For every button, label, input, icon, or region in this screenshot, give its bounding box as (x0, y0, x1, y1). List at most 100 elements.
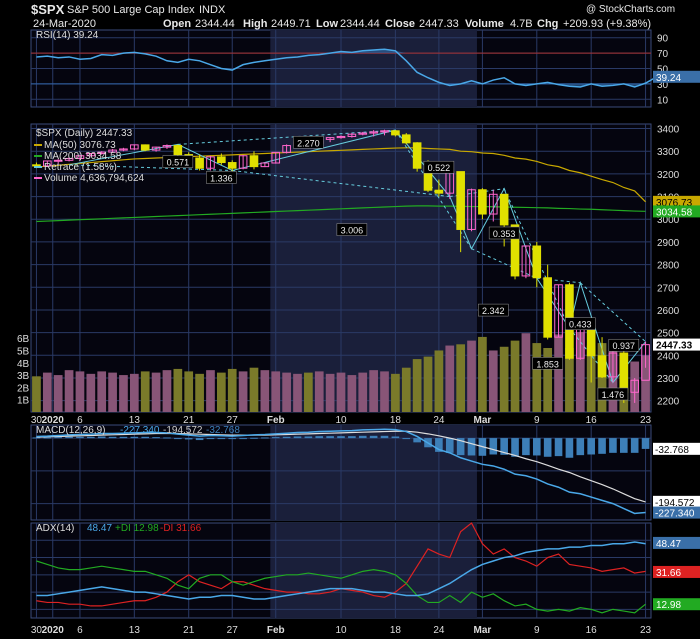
volume-bar (358, 372, 368, 412)
volume-bar (249, 367, 259, 412)
volume-bar (293, 373, 302, 412)
high-value: 2449.71 (271, 18, 311, 30)
copyright: @ StockCharts.com (586, 4, 676, 15)
macd-hist-bar (587, 438, 595, 455)
candle-body (380, 130, 389, 133)
x-label: 16 (586, 415, 598, 426)
retrace-label: 0.571 (167, 158, 190, 168)
ma200-legend: MA(200) 3034.58 (44, 151, 122, 162)
price-tick: 2400 (657, 351, 680, 362)
candle-body (434, 189, 444, 194)
macd-signal-tag-bg (653, 495, 700, 508)
macd-hist-bar (271, 437, 280, 439)
volume-bar (304, 372, 313, 412)
candle-body (151, 146, 161, 151)
price-tick: 3000 (657, 215, 680, 226)
price-tick: 2200 (657, 397, 680, 408)
ma50-tag: 3076.73 (656, 198, 693, 209)
ma50-tag-bg (653, 195, 700, 208)
candle-body (238, 155, 248, 169)
retrace-label-bg (488, 226, 520, 240)
macd-hist-bar (304, 436, 313, 439)
macd-hist-bar (282, 436, 291, 439)
candle-body (173, 145, 183, 156)
volume-bar (488, 350, 498, 412)
macd-hist-bar (54, 437, 62, 439)
candle-body (641, 344, 650, 381)
chg-value: +209.93 (+9.38%) (563, 18, 652, 30)
macd-hist-bar (543, 438, 552, 457)
macd-hist-bar (152, 437, 160, 439)
macd-hist-bar (380, 435, 389, 439)
volume-bar (64, 370, 74, 412)
x-label: 23 (640, 415, 652, 426)
x-label-bottom: 18 (390, 625, 402, 636)
rsi-tick: 30 (657, 80, 669, 91)
x-label-bottom: 21 (183, 625, 195, 636)
volume-bar (467, 340, 476, 412)
candle-body (64, 157, 74, 161)
macd-hist-bar (195, 438, 204, 441)
volume-bar (53, 375, 63, 412)
x-label: 10 (335, 415, 347, 426)
macd-hist-bar (522, 438, 530, 456)
candle-body (412, 142, 422, 169)
close-tag: 2447.33 (656, 341, 693, 352)
volume-bar (478, 336, 487, 412)
chg-label: Chg (537, 18, 559, 30)
retrace-label: 0.522 (428, 163, 451, 173)
x-label-bottom: Mar (474, 625, 492, 636)
volume-bar (510, 340, 520, 412)
x-label-bottom: 2020 (42, 625, 65, 636)
volume-bar (641, 355, 650, 412)
candle-body (554, 284, 563, 338)
volume-bar (532, 343, 542, 412)
macd-hist-bar (500, 438, 508, 455)
macd-hist-bar (609, 438, 617, 453)
candle-body (119, 148, 128, 151)
macd-hist-bar (554, 438, 563, 457)
candle-body (282, 145, 291, 153)
candle-body (130, 144, 139, 150)
macd-hist-bar (620, 438, 628, 453)
x-label: 18 (390, 415, 402, 426)
macd-hist-bar (184, 438, 193, 440)
retrace-label: 1.476 (602, 390, 625, 400)
volume-bar (325, 373, 335, 412)
volume-bar (314, 371, 324, 412)
volume-bar (391, 373, 400, 412)
macd-hist-bar (163, 437, 171, 439)
volume-bar (401, 367, 411, 412)
macd-hist-bar (402, 438, 411, 440)
low-label: Low (316, 18, 338, 30)
price-tick: 2800 (657, 261, 680, 272)
x-label: Mar (474, 415, 492, 426)
price-tick: 2500 (657, 329, 680, 340)
x-label-bottom: 23 (640, 625, 652, 636)
close-value: 2447.33 (419, 18, 459, 30)
volume-bar (97, 371, 107, 412)
candle-body (140, 144, 150, 151)
candle-body (53, 159, 63, 162)
macd-hist-bar (315, 436, 324, 439)
macd-hist-bar (250, 437, 258, 439)
macd-hist-bar (337, 436, 345, 439)
macd-hist-bar (532, 438, 541, 456)
volume-bar (369, 370, 378, 412)
adx-pdi-tag-bg (653, 598, 700, 611)
x-label-bottom: 13 (129, 625, 141, 636)
retrace-dashed-line (579, 282, 646, 343)
volume-bar (271, 371, 281, 412)
volume-bar (445, 345, 455, 412)
macd-hist-bar (108, 436, 117, 439)
candle-body (488, 193, 498, 215)
candle-body (75, 155, 85, 159)
candle-body (619, 352, 629, 393)
rsi-tick: 10 (657, 95, 669, 106)
volume-bar (554, 334, 563, 412)
macd-hist-bar (130, 436, 139, 439)
volume-tick: 2B (17, 383, 30, 394)
candle-body (336, 135, 346, 139)
macd-hist-bar (511, 438, 519, 457)
